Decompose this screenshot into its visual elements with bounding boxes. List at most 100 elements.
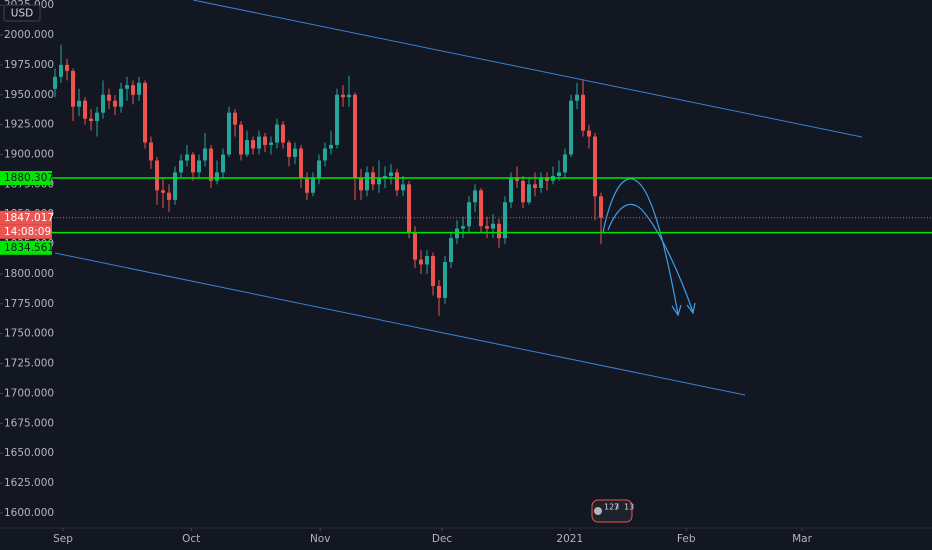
candles [0,44,932,316]
candle-body [77,100,82,107]
candle-body [538,178,543,188]
arrow-head [686,302,696,315]
trend-line [192,0,863,138]
candle-body [449,238,454,263]
candle-body [113,100,118,107]
x-tick-label: Oct [182,533,200,545]
candle-body [191,154,196,173]
x-tick-label: Feb [677,533,696,545]
candle-body [149,142,154,161]
y-tick-label: 1950.000 [4,89,54,101]
candle-body [401,184,406,191]
candle-body [514,178,519,181]
badge-box [591,499,633,523]
candle-body [598,196,603,218]
candle-body [544,178,549,181]
candle-body [161,190,166,193]
candle-body [496,223,501,239]
candle-body [389,172,394,176]
candle-body [89,118,94,122]
candle-body [353,94,358,179]
candle-body [532,184,537,188]
last-price-label-box [0,210,52,225]
candle-body [65,64,70,71]
candle-body [478,190,483,227]
candle-body [185,154,190,161]
candle-body [466,202,471,227]
trend-line [54,252,746,396]
candle-body [317,160,322,179]
candle-body [395,172,400,191]
candle-body [461,226,466,229]
candle-body [95,112,100,122]
candle-body [359,178,364,191]
candle-body [365,172,370,191]
y-tick-label: 1700.000 [4,387,54,399]
candle-body [508,178,513,203]
countdown-label-box [0,224,52,239]
candle-body [125,85,130,89]
candle-body [287,142,292,157]
candle-body [239,124,244,155]
candle-body [425,256,430,265]
candle-body [472,190,477,203]
candle-body [580,94,585,131]
candle-body [407,184,412,233]
y-tick-label: 1800.000 [4,268,54,280]
price-line-label: 1834.561 [4,242,54,254]
indicator-badge: 7 [614,503,619,512]
candle-body [233,112,238,125]
candle-body [335,94,340,145]
candle-body [443,262,448,298]
y-tick-label: 1625.000 [4,477,54,489]
candle-body [431,256,436,286]
x-tick-label: 2021 [556,533,583,545]
countdown-label: 14:08:09 [4,226,51,238]
projection-arrow [602,178,679,315]
currency: USD [11,8,33,20]
x-tick-label: Nov [310,533,331,545]
currency-box [3,4,41,22]
candle-body [526,184,531,203]
candle-body [323,148,328,161]
y-tick-label: 1725.000 [4,358,54,370]
drawings [54,0,863,396]
candle-body [263,136,268,145]
last-price-label: 1847.017 [4,212,54,224]
candle-body [568,100,573,155]
price-line-label: 1880.307 [4,172,54,184]
candle-body [53,76,58,89]
candle-body [59,64,64,77]
candle-body [562,154,567,173]
x-tick-label: Sep [53,533,73,545]
candle-body [329,144,334,149]
candle-body [107,94,112,101]
candle-body [299,148,304,179]
candle-body [209,148,214,181]
candle-body [419,259,424,265]
candle-body [574,94,579,101]
candle-body [245,140,250,155]
candle-body [383,176,388,179]
indicator-badge: 13 [624,503,634,512]
candle-body [155,160,160,191]
candle-body [275,124,280,143]
candle-body [556,172,561,176]
candle-body [203,148,208,161]
projection-arrow [607,203,694,313]
candle-body [227,112,232,155]
x-tick-label: Mar [792,533,812,545]
y-tick-label: 1650.000 [4,447,54,459]
y-tick-label: 1675.000 [4,417,54,429]
y-tick-label: 1975.000 [4,59,54,71]
candle-body [377,178,382,185]
candle-body [311,178,316,193]
y-tick-label: 1900.000 [4,148,54,160]
y-tick-label: 1925.000 [4,119,54,131]
candle-body [71,70,76,107]
